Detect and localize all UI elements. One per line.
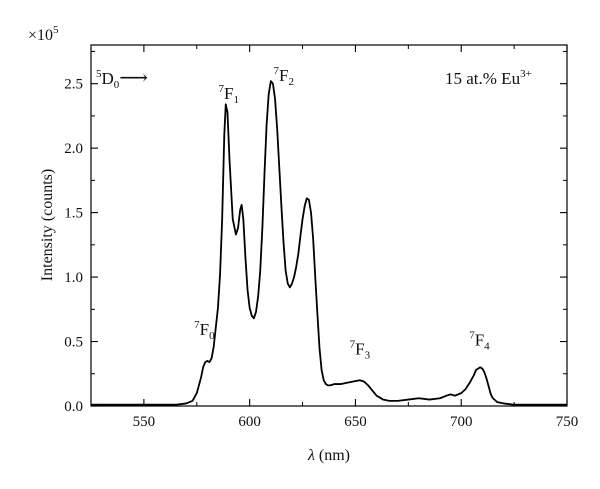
y-tick-label: 1.0: [64, 270, 83, 286]
y-tick-label: 2.5: [64, 77, 83, 93]
y-tick-label: 0.0: [64, 399, 83, 415]
x-axis-title: λ (nm): [307, 447, 350, 464]
y-tick-label: 2.0: [64, 141, 83, 157]
plot-frame: [90, 44, 568, 407]
transition-label: 5D0⟶: [96, 67, 148, 91]
y-tick-label: 1.5: [64, 206, 83, 222]
x-tick-label: 700: [450, 414, 473, 430]
x-tick-label: 750: [556, 414, 579, 430]
peak-label-f1: 7F1: [219, 83, 239, 106]
x-tick-label: 600: [238, 414, 261, 430]
x-tick-label: 550: [133, 414, 156, 430]
x-tick-label: 650: [344, 414, 367, 430]
emission-line: [91, 80, 567, 406]
sample-label: 15 at.% Eu3+: [445, 68, 532, 88]
peak-label-f0: 7F0: [194, 319, 215, 342]
y-multiplier-label: ×105: [28, 24, 59, 44]
peak-label-f4: 7F4: [469, 329, 490, 352]
y-tick-label: 0.5: [64, 335, 83, 351]
peak-annotations: 7F0 7F1 7F2 7F3 7F4: [194, 65, 490, 361]
x-axis-ticks: 550 600 650 700 750: [90, 45, 579, 430]
y-axis-title: Intensity (counts): [39, 169, 56, 281]
series-layer: [91, 80, 567, 406]
peak-label-f2: 7F2: [274, 65, 294, 88]
y-axis-ticks: 0.0 0.5 1.0 1.5 2.0 2.5: [64, 50, 567, 415]
peak-label-f3: 7F3: [350, 338, 371, 361]
